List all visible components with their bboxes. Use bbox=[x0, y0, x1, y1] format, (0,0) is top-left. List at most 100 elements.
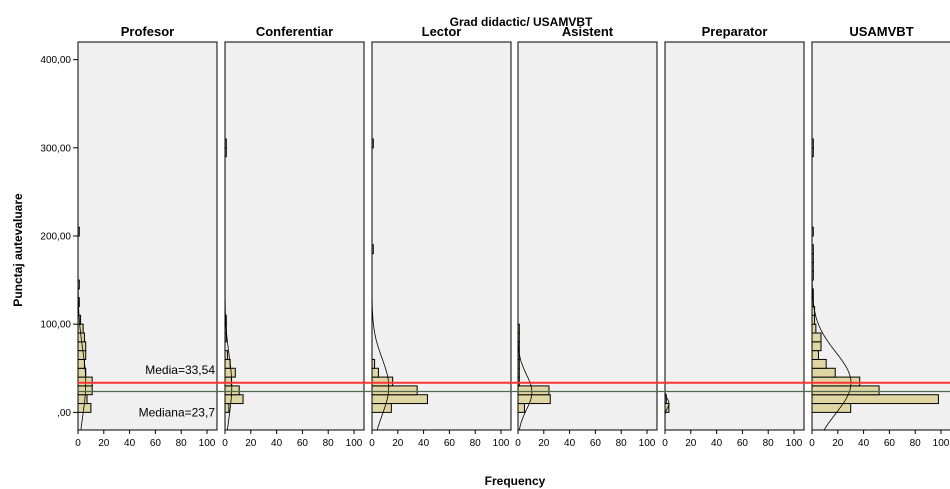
x-tick-label: 100 bbox=[493, 438, 510, 449]
histogram-bar bbox=[77, 376, 93, 387]
x-tick-label: 0 bbox=[809, 438, 815, 449]
histogram-bar bbox=[664, 403, 670, 413]
normal-curve bbox=[664, 42, 670, 430]
y-tick-label: 100,00 bbox=[40, 320, 71, 331]
x-tick-label: 40 bbox=[711, 438, 723, 449]
y-tick-label: ,00 bbox=[57, 408, 71, 419]
x-tick-label: 100 bbox=[346, 438, 363, 449]
histogram-bar bbox=[811, 341, 822, 352]
panel-title: Lector bbox=[422, 24, 462, 39]
histogram-bar bbox=[224, 358, 231, 369]
x-tick-label: 60 bbox=[590, 438, 602, 449]
panel-title: USAMVBT bbox=[849, 24, 913, 39]
normal-curve bbox=[811, 42, 852, 431]
histogram-bar bbox=[811, 350, 819, 360]
panel-title: Asistent bbox=[562, 24, 614, 39]
y-tick-label: 300,00 bbox=[40, 143, 71, 154]
histogram-bar bbox=[811, 403, 852, 413]
histogram-bar bbox=[224, 394, 244, 405]
x-tick-label: 0 bbox=[75, 438, 81, 449]
x-tick-label: 80 bbox=[910, 438, 922, 449]
mean-label: Media=33,54 bbox=[145, 363, 215, 377]
histogram-bar bbox=[811, 394, 939, 405]
histogram-bar bbox=[811, 376, 861, 387]
histogram-bar bbox=[224, 367, 236, 378]
x-tick-label: 20 bbox=[392, 438, 404, 449]
x-tick-label: 100 bbox=[639, 438, 656, 449]
x-tick-label: 80 bbox=[176, 438, 188, 449]
y-tick-label: 200,00 bbox=[40, 232, 71, 243]
x-tick-label: 100 bbox=[933, 438, 950, 449]
panels-layer: Profesor 0 20 40 60 80 100 Conferentiar 0 20 40 60 8… bbox=[75, 24, 950, 449]
y-tick-label: 400,00 bbox=[40, 55, 71, 66]
normal-curve bbox=[371, 42, 390, 431]
histogram-bar bbox=[224, 376, 232, 387]
panel-conferentiar: Conferentiar 0 20 40 60 80 100 bbox=[222, 24, 365, 449]
x-tick-label: 20 bbox=[538, 438, 550, 449]
x-tick-label: 60 bbox=[737, 438, 749, 449]
panel-asistent: Asistent 0 20 40 60 80 100 bbox=[515, 24, 658, 449]
x-tick-label: 80 bbox=[323, 438, 335, 449]
panel-title: Preparator bbox=[702, 24, 768, 39]
x-tick-label: 40 bbox=[858, 438, 870, 449]
panel-frame bbox=[517, 41, 658, 431]
panel-lector: Lector 0 20 40 60 80 100 bbox=[369, 24, 512, 449]
histogram-bar bbox=[371, 376, 394, 387]
histogram-bar bbox=[517, 376, 520, 387]
x-tick-label: 20 bbox=[98, 438, 110, 449]
x-tick-label: 0 bbox=[369, 438, 375, 449]
panel-frame bbox=[224, 41, 365, 431]
normal-curve bbox=[517, 42, 533, 431]
panel-frame bbox=[811, 41, 950, 431]
x-tick-label: 40 bbox=[418, 438, 430, 449]
reference-lines: Media=33,54 Mediana=23,7 bbox=[78, 363, 950, 419]
x-tick-label: 80 bbox=[470, 438, 482, 449]
panel-frame bbox=[371, 41, 512, 431]
histogram-bar bbox=[77, 367, 87, 378]
x-tick-label: 0 bbox=[222, 438, 228, 449]
histogram-bar bbox=[77, 350, 87, 360]
histogram-bar bbox=[811, 358, 827, 369]
histogram-bar bbox=[811, 323, 817, 334]
x-tick-label: 80 bbox=[616, 438, 628, 449]
y-axis-title: Punctaj autevaluare bbox=[11, 193, 25, 307]
panel-frame bbox=[77, 41, 218, 431]
x-tick-label: 80 bbox=[763, 438, 775, 449]
median-label: Mediana=23,7 bbox=[139, 405, 216, 419]
histogram-bar bbox=[811, 314, 816, 325]
histogram-bar bbox=[371, 385, 418, 396]
histogram-bar bbox=[517, 385, 550, 396]
x-tick-label: 20 bbox=[685, 438, 697, 449]
panel-profesor: Profesor 0 20 40 60 80 100 bbox=[75, 24, 218, 449]
histogram-bar bbox=[224, 403, 230, 413]
histogram-bar bbox=[517, 358, 520, 369]
histogram-bar bbox=[517, 394, 551, 405]
x-tick-label: 0 bbox=[515, 438, 521, 449]
x-tick-label: 40 bbox=[124, 438, 136, 449]
histogram-bar bbox=[224, 350, 229, 360]
panel-title: Profesor bbox=[121, 24, 174, 39]
histogram-bar bbox=[371, 367, 379, 378]
histogram-bar bbox=[811, 332, 822, 343]
histogram-bar bbox=[517, 367, 520, 378]
x-tick-label: 40 bbox=[271, 438, 283, 449]
histogram-bar bbox=[371, 358, 376, 369]
histogram-bar bbox=[517, 403, 525, 413]
histogram-bar bbox=[371, 394, 428, 405]
panel-title: Conferentiar bbox=[256, 24, 333, 39]
chart-title: Grad didactic/ USAMVBT bbox=[450, 15, 593, 29]
histogram-bar bbox=[811, 385, 880, 396]
x-tick-label: 60 bbox=[884, 438, 896, 449]
x-tick-label: 20 bbox=[832, 438, 844, 449]
y-axis: ,00 100,00 200,00 300,00 400,00 bbox=[40, 55, 78, 419]
histogram-bar bbox=[371, 403, 392, 413]
x-tick-label: 60 bbox=[297, 438, 309, 449]
panel-preparator: Preparator 0 20 40 60 80 100 bbox=[662, 24, 805, 449]
x-tick-label: 40 bbox=[564, 438, 576, 449]
x-tick-label: 0 bbox=[662, 438, 668, 449]
x-tick-label: 100 bbox=[786, 438, 803, 449]
x-tick-label: 20 bbox=[245, 438, 257, 449]
panel-usamvbt: USAMVBT 0 20 40 60 80 100 bbox=[809, 24, 950, 449]
histogram-bar bbox=[811, 367, 836, 378]
